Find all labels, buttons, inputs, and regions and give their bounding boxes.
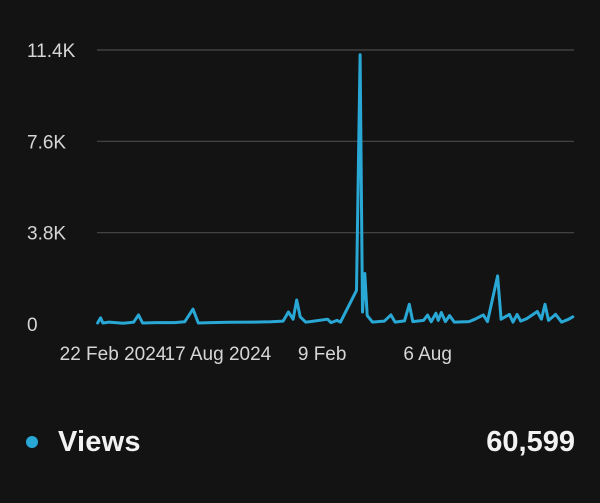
chart-legend: Views 60,599 — [26, 420, 576, 464]
series-line-views — [96, 53, 575, 325]
y-tick-label: 7.6K — [27, 132, 66, 153]
x-tick-label: 6 Aug — [403, 344, 452, 365]
y-tick-label: 11.4K — [27, 41, 76, 62]
total-views-value: 60,599 — [486, 425, 575, 458]
y-tick-label: 0 — [27, 315, 38, 336]
legend-item-views: Views — [26, 426, 141, 459]
y-tick-label: 3.8K — [27, 224, 66, 245]
legend-label: Views — [58, 425, 141, 458]
x-tick-label: 9 Feb — [298, 344, 347, 365]
x-tick-label: 22 Feb 2024 — [60, 344, 167, 365]
x-tick-label: 17 Aug 2024 — [165, 344, 272, 365]
legend-dot-icon — [26, 436, 38, 448]
